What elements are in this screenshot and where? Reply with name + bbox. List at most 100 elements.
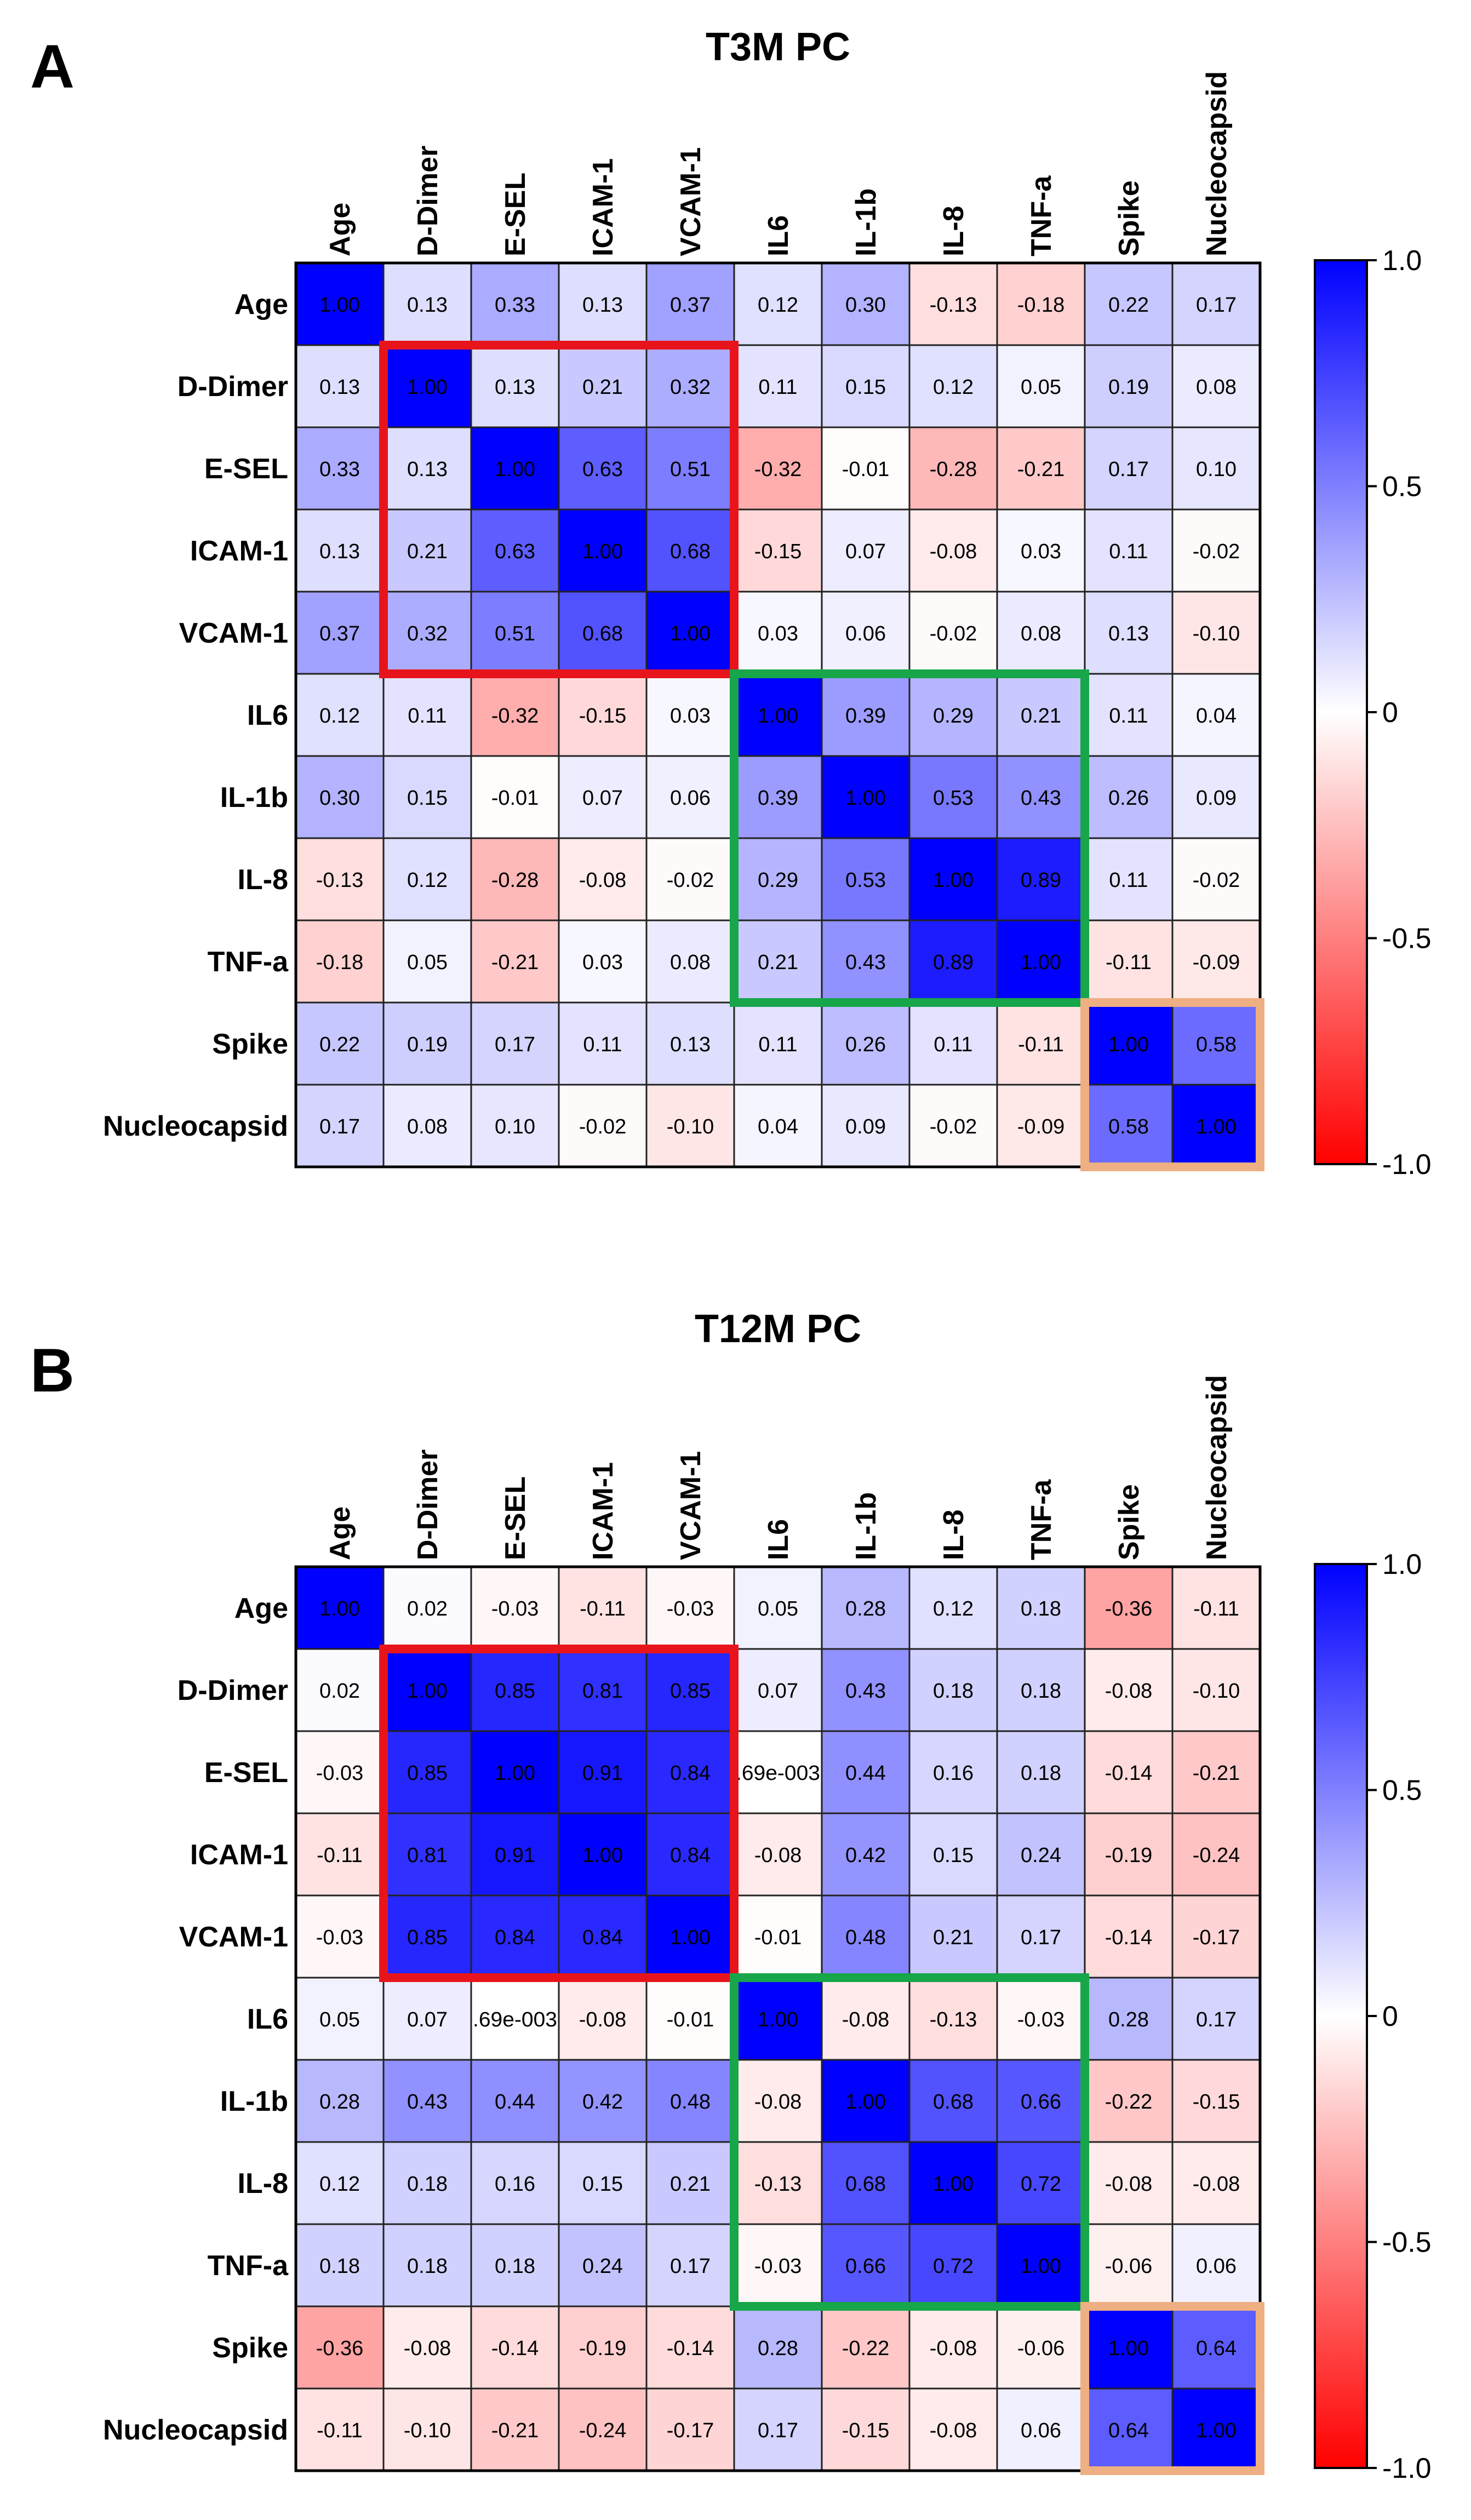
heatmap-cell bbox=[996, 1566, 1086, 1650]
heatmap-cell bbox=[1171, 755, 1261, 839]
heatmap-cell bbox=[1171, 1001, 1261, 1086]
cell-value-label: 1.00 bbox=[582, 540, 623, 563]
cell-value-label: 0.04 bbox=[1196, 705, 1237, 728]
heatmap-cells bbox=[295, 1566, 1261, 2472]
cell-value-label: 0.43 bbox=[845, 1680, 886, 1703]
column-label-d-dimer: D-Dimer bbox=[412, 1450, 444, 1560]
heatmap-cell bbox=[996, 2305, 1086, 2390]
cell-value-label: -0.22 bbox=[842, 2337, 890, 2360]
heatmap-cell bbox=[470, 1084, 560, 1168]
heatmap-cell bbox=[1171, 919, 1261, 1004]
highlight-boxes bbox=[379, 1645, 1264, 2475]
cell-value-label: 0.72 bbox=[933, 2255, 974, 2278]
column-label-age: Age bbox=[324, 1507, 356, 1560]
heatmap-cell bbox=[645, 426, 735, 511]
heatmap-cell bbox=[821, 591, 911, 675]
cell-value-label: -0.11 bbox=[1018, 1033, 1064, 1056]
cell-value-label: 1.00 bbox=[1196, 2419, 1237, 2442]
heatmap-cell bbox=[908, 919, 998, 1004]
cell-value-label: 0.15 bbox=[845, 376, 886, 399]
heatmap-cell bbox=[1171, 673, 1261, 757]
cell-value-label: 0.04 bbox=[758, 1115, 798, 1138]
cell-value-label: 0.13 bbox=[582, 294, 623, 317]
cell-value-label: -0.10 bbox=[1193, 622, 1240, 645]
heatmap-cell bbox=[1171, 2141, 1261, 2225]
panel-a: A T3M PC1.00 0.13 0.33 0.13 0.37 0.12 0.30 -0.13… bbox=[30, 25, 1432, 1181]
cell-value-label: -0.18 bbox=[1017, 294, 1065, 317]
heatmap-cell bbox=[295, 1001, 385, 1086]
cell-value-label: 0.08 bbox=[1196, 376, 1237, 399]
cell-value-label: 0.15 bbox=[933, 1844, 974, 1867]
heatmap-cell bbox=[996, 1812, 1086, 1897]
cell-value-label: -0.18 bbox=[316, 951, 364, 974]
cell-value-label: 0.16 bbox=[933, 1762, 974, 1785]
heatmap-cell bbox=[996, 2059, 1086, 2143]
row-label-age: Age bbox=[234, 1593, 288, 1624]
colorbar-tick-label: -0.5 bbox=[1382, 923, 1432, 955]
column-label-spike: Spike bbox=[1113, 180, 1145, 256]
heatmap-cell bbox=[645, 591, 735, 675]
cell-value-label: -0.21 bbox=[491, 2419, 539, 2442]
cell-value-label: -0.24 bbox=[1193, 1844, 1240, 1867]
heatmap-cell bbox=[295, 1977, 385, 2061]
cell-value-label: 0.21 bbox=[407, 540, 448, 563]
cell-value-label: 0.68 bbox=[845, 2173, 886, 2196]
colorbar-tick-label: 1.0 bbox=[1382, 1549, 1422, 1580]
heatmap-cell bbox=[645, 1894, 735, 1979]
chart-title: T12M PC bbox=[695, 1307, 861, 1351]
row-labels: Age D-Dimer E-SEL ICAM-1 VCAM-1 IL6 IL-1b IL-8 T… bbox=[103, 289, 289, 1142]
heatmap-cell bbox=[382, 2059, 472, 2143]
cell-value-label: -0.28 bbox=[930, 458, 977, 481]
heatmap-cell bbox=[821, 1648, 911, 1732]
cell-value-label: 1.00 bbox=[495, 458, 535, 481]
column-label-il-1b: IL-1b bbox=[850, 1492, 882, 1560]
cell-value-label: -0.08 bbox=[842, 2008, 890, 2031]
cell-value-label: -0.09 bbox=[1193, 951, 1240, 974]
cell-value-label: 0.11 bbox=[758, 1033, 797, 1056]
cell-value-label: 0.68 bbox=[582, 622, 623, 645]
cell-value-label: 0.12 bbox=[319, 705, 360, 728]
heatmap-cell bbox=[821, 755, 911, 839]
heatmap-cell bbox=[1084, 1812, 1174, 1897]
cell-value-label: 0.72 bbox=[1021, 2173, 1061, 2196]
heatmap-cell bbox=[645, 1001, 735, 1086]
cell-value-label: 0.17 bbox=[1196, 2008, 1237, 2031]
heatmap-cell bbox=[1084, 2223, 1174, 2307]
cell-value-label: -0.13 bbox=[316, 869, 364, 892]
cell-value-label: -0.21 bbox=[1017, 458, 1065, 481]
cell-value-label: -0.36 bbox=[316, 2337, 364, 2360]
row-label-vcam-1: VCAM-1 bbox=[179, 617, 288, 649]
cell-value-label: 0.05 bbox=[1021, 376, 1061, 399]
heatmap-cell bbox=[1171, 2059, 1261, 2143]
cell-value-label: 1.00 bbox=[670, 622, 711, 645]
heatmap-cell bbox=[645, 837, 735, 921]
cell-value-label: -0.17 bbox=[667, 2419, 714, 2442]
heatmap-cell bbox=[996, 919, 1086, 1004]
cell-value-label: -0.19 bbox=[579, 2337, 627, 2360]
heatmap-cell bbox=[996, 1084, 1086, 1168]
column-label-spike: Spike bbox=[1113, 1484, 1145, 1560]
cell-value-label: -0.11 bbox=[317, 2419, 363, 2442]
cell-value-label: 0.30 bbox=[845, 294, 886, 317]
heatmap-cell bbox=[1084, 1566, 1174, 1650]
heatmap-cell bbox=[295, 1566, 385, 1650]
cell-value-label: 0.66 bbox=[845, 2255, 886, 2278]
cell-labels: 1.00 0.02 -0.03 -0.11 -0.03 0.05 0.28 0.12 0.18 -… bbox=[316, 1597, 1240, 2442]
heatmap-cell bbox=[996, 1894, 1086, 1979]
colorbar-tick-label: 0 bbox=[1382, 697, 1398, 729]
column-label-il6: IL6 bbox=[763, 1519, 794, 1560]
cell-value-label: 0.17 bbox=[319, 1115, 360, 1138]
cell-value-label: 0.13 bbox=[670, 1033, 711, 1056]
heatmap-cell bbox=[908, 344, 998, 428]
panel-letter: A bbox=[30, 32, 75, 101]
cell-value-label: -0.08 bbox=[1193, 2173, 1240, 2196]
row-label-d-dimer: D-Dimer bbox=[178, 371, 288, 403]
heatmap-cell bbox=[908, 1730, 998, 1814]
heatmap-cell bbox=[908, 1894, 998, 1979]
cell-value-label: 0.13 bbox=[1108, 622, 1149, 645]
row-label-e-sel: E-SEL bbox=[204, 453, 288, 485]
cell-value-label: 0.44 bbox=[495, 2091, 535, 2114]
heatmap-cell bbox=[1084, 262, 1174, 346]
heatmap-cell bbox=[1084, 1084, 1174, 1168]
